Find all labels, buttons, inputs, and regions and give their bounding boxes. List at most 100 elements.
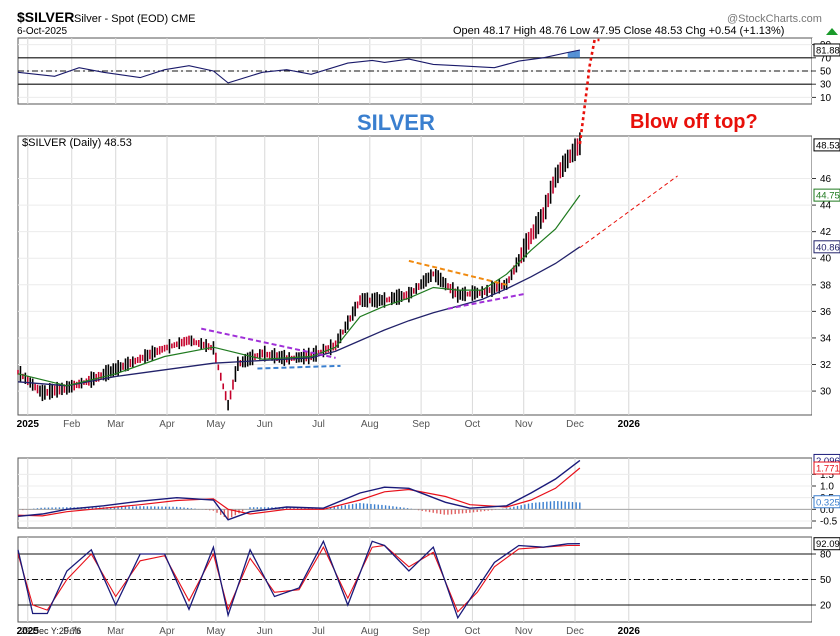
macd-histogram-bar (132, 506, 134, 510)
macd-histogram-bar (186, 507, 189, 510)
month-label: Aug (361, 419, 379, 430)
macd-histogram-bar (304, 507, 306, 510)
macd-histogram-bar (417, 509, 420, 511)
stoch-d-line (17, 544, 580, 613)
macd-histogram-bar (84, 507, 86, 510)
macd-histogram-bar (249, 507, 251, 510)
macd-value-label-box (813, 495, 840, 509)
ohlc-readout: Open 48.17 High 48.76 Low 47.95 Close 48… (453, 25, 784, 37)
macd-histogram-bar (469, 509, 471, 513)
month-label: Apr (159, 419, 175, 430)
rsi-value-label-box (813, 43, 840, 57)
macd-histogram-bar (579, 502, 581, 510)
macd-histogram-bar (359, 503, 361, 510)
price-tick-label: 46 (820, 174, 832, 185)
stoch-tick-label: 20 (820, 601, 832, 612)
macd-histogram-bar (143, 506, 145, 510)
month-label: Oct (465, 626, 481, 636)
month-label: 2026 (618, 419, 641, 430)
rsi-tick-label: 70 (820, 53, 832, 64)
macd-histogram-bar (366, 503, 368, 510)
macd-histogram-bar (480, 509, 482, 512)
macd-tick-label: 1.5 (820, 470, 834, 481)
macd-histogram-bar (384, 505, 387, 510)
macd-histogram-bar (165, 506, 167, 510)
macd-histogram-bar (168, 506, 171, 510)
month-label: Dec (566, 419, 584, 430)
macd-histogram-bar (256, 507, 259, 510)
macd-histogram-bar (450, 509, 453, 515)
macd-histogram-bar (516, 505, 519, 510)
stoch-k-line (17, 539, 580, 620)
macd-histogram-bar (172, 506, 174, 510)
macd-histogram-bar (351, 504, 354, 510)
macd-histogram-bar (403, 507, 405, 510)
rsi-tick-label: 30 (820, 80, 832, 91)
macd-histogram-bar (564, 501, 566, 510)
macd-histogram-bar (124, 506, 127, 510)
macd-histogram-bar (370, 503, 372, 510)
ma-short-line (17, 194, 581, 387)
macd-histogram-bar (421, 509, 423, 511)
macd-histogram-bar (406, 508, 409, 510)
macd-value-label: 0.325 (816, 497, 840, 508)
month-label: May (206, 626, 225, 636)
macd-histogram-bar (223, 509, 226, 517)
stoch-value-label-box (813, 537, 840, 551)
macd-histogram-bar (575, 502, 577, 510)
macd-histogram-bar (267, 507, 270, 510)
macd-histogram-bar (355, 503, 357, 510)
month-label: Jul (312, 419, 325, 430)
macd-histogram-bar (216, 509, 218, 513)
macd-histogram-bar (88, 507, 90, 510)
price-tick-label: 32 (820, 360, 832, 371)
macd-histogram-bar (340, 505, 343, 510)
macd-histogram-bar (157, 506, 160, 510)
panels: 2025 Feb Mar Apr May Jun Jul Aug Sep Oct Nov Dec 202… (17, 37, 840, 636)
macd-histogram-bar (22, 509, 24, 511)
macd-histogram-bar (128, 506, 130, 510)
macd-histogram-bar (399, 507, 401, 510)
macd-histogram-bar (538, 502, 541, 510)
month-label: Nov (515, 626, 533, 636)
chart-date: 6-Oct-2025 (17, 26, 67, 37)
macd-histogram-bar (161, 506, 163, 510)
macd-histogram-bar (296, 507, 299, 510)
ma-long-line (17, 246, 581, 387)
month-label: 2025 (17, 626, 40, 636)
chart-subtitle: Silver - Spot (EOD) (74, 13, 168, 25)
price-tick-label: 40 (820, 254, 832, 265)
macd-histogram-bar (300, 507, 302, 510)
macd-histogram-bar (513, 506, 515, 510)
red-projection-line (579, 175, 678, 249)
macd-histogram-bar (362, 503, 365, 510)
month-label: Sep (412, 626, 430, 636)
macd-tick-label: -0.5 (820, 517, 838, 528)
price-tick-label: 44 (820, 201, 832, 212)
macd-histogram-bar (425, 509, 427, 512)
macd-histogram-bar (428, 509, 431, 513)
macd-histogram-bar (509, 507, 511, 510)
macd-histogram-bar (154, 506, 156, 510)
macd-histogram-bar (51, 507, 53, 510)
macd-histogram-bar (483, 509, 486, 512)
macd-histogram-bar (91, 507, 94, 510)
macd-histogram-bar (472, 509, 475, 513)
macd-histogram-bar (443, 509, 445, 515)
month-label: Aug (361, 626, 379, 636)
stoch-value-label: 92.09 (816, 539, 840, 550)
macd-histogram-bar (146, 506, 149, 510)
macd-value-label: 2.096 (816, 456, 840, 467)
month-label: Jul (312, 626, 325, 636)
macd-histogram-bar (285, 507, 288, 510)
macd-histogram-bar (135, 506, 138, 510)
macd-line (17, 459, 581, 521)
macd-histogram-bar (58, 507, 61, 510)
blue-dash-support-line (257, 364, 341, 370)
month-label: Apr (159, 626, 175, 636)
macd-histogram-bar (183, 507, 185, 510)
macd-histogram-bar (282, 507, 284, 510)
blow-off-curve (578, 38, 600, 145)
macd-signal-line (17, 467, 581, 517)
